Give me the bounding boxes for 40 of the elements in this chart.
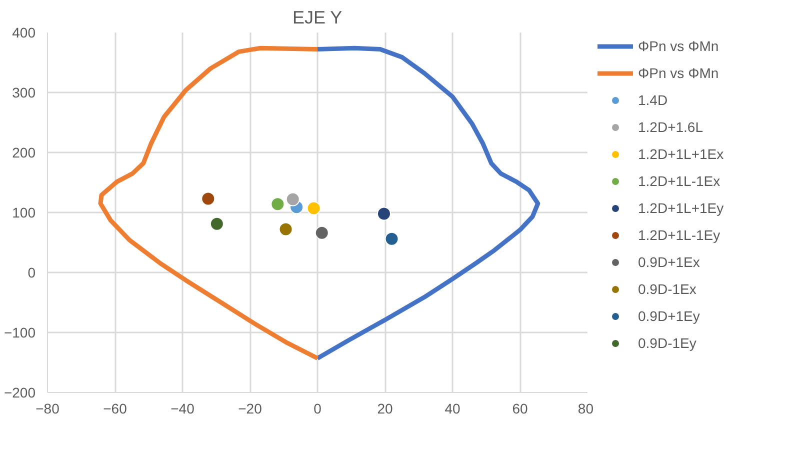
x-tick-label: −60 [103, 400, 128, 416]
x-tick-label: −40 [170, 400, 195, 416]
legend-label: 1.2D+1L-1Ex [638, 173, 720, 189]
legend-label: ΦPn vs ΦMn [638, 38, 719, 54]
legend-label: 1.2D+1L-1Ey [638, 227, 720, 243]
x-tick-label: 80 [578, 400, 594, 416]
legend-label: 0.9D-1Ey [638, 335, 696, 351]
line-series [315, 46, 540, 361]
y-tick-label: 100 [12, 204, 36, 220]
y-tick-label: 400 [12, 24, 36, 40]
point [286, 192, 300, 206]
y-tick-label: 0 [28, 264, 36, 280]
x-tick-label: 40 [444, 400, 460, 416]
point [314, 226, 329, 240]
point [376, 206, 391, 221]
point [278, 222, 293, 236]
y-tick-label: 300 [12, 84, 36, 100]
legend-label: 0.9D+1Ex [638, 254, 700, 270]
y-tick-label: 200 [12, 144, 36, 160]
point [201, 192, 216, 206]
chart-title: EJE Y [292, 8, 342, 28]
line-series [98, 46, 320, 361]
x-tick-label: 20 [377, 400, 393, 416]
legend-label: 0.9D-1Ex [638, 281, 696, 297]
point [270, 197, 285, 212]
legend-label: 1.2D+1L+1Ey [638, 200, 724, 216]
y-tick-label: −100 [4, 324, 36, 340]
legend-label: 1.4D [638, 92, 668, 108]
point [210, 216, 224, 231]
y-tick-label: −200 [4, 384, 36, 400]
legend-label: 1.2D+1.6L [638, 119, 703, 135]
x-tick-label: −80 [36, 400, 60, 416]
point [384, 232, 399, 246]
legend-label: 0.9D+1Ey [638, 308, 700, 324]
legend-label: 1.2D+1L+1Ex [638, 146, 724, 162]
x-tick-label: 0 [314, 400, 322, 416]
legend-label: ΦPn vs ΦMn [638, 65, 719, 81]
x-tick-label: 60 [512, 400, 528, 416]
x-tick-label: −20 [238, 400, 262, 416]
point [306, 201, 321, 216]
